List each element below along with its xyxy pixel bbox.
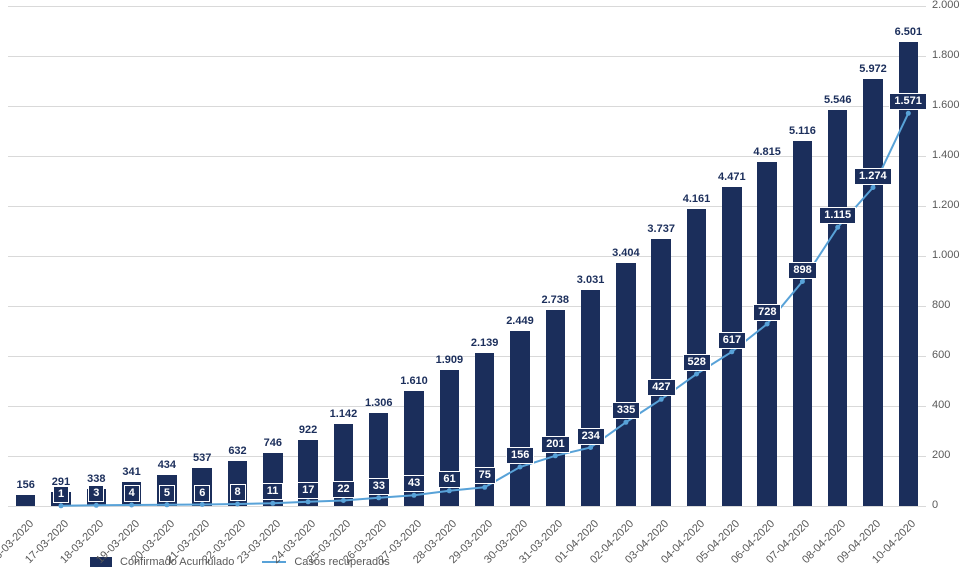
line-series-marker — [518, 465, 523, 470]
line-value-label: 528 — [683, 354, 711, 371]
y-axis-tick-label: 1.600 — [932, 99, 960, 111]
line-series-marker — [200, 502, 205, 507]
line-value-label: 335 — [612, 402, 640, 419]
y-axis-tick-label: 1.200 — [932, 199, 960, 211]
line-series-marker — [765, 322, 770, 327]
line-series-marker — [588, 445, 593, 450]
line-value-label: 427 — [647, 379, 675, 396]
line-series-marker — [871, 185, 876, 190]
line-value-label: 22 — [332, 481, 354, 498]
line-series-marker — [694, 372, 699, 377]
y-axis-tick-label: 2.000 — [932, 0, 960, 11]
line-value-label: 6 — [194, 485, 210, 502]
line-value-label: 1.571 — [889, 93, 927, 110]
y-axis-tick-label: 0 — [932, 499, 938, 511]
y-axis-tick-label: 800 — [932, 299, 950, 311]
chart-container: 1562913383414345376327469221.1421.3061.6… — [0, 0, 976, 578]
line-series-marker — [800, 279, 805, 284]
line-series-svg — [0, 0, 926, 506]
line-value-label: 75 — [474, 467, 496, 484]
line-value-label: 11 — [262, 483, 284, 500]
line-series-marker — [129, 503, 134, 508]
line-series-marker — [906, 111, 911, 116]
line-value-label: 201 — [541, 436, 569, 453]
line-series-marker — [59, 503, 64, 508]
line-value-label: 234 — [577, 428, 605, 445]
line-series-marker — [376, 495, 381, 500]
line-value-label: 156 — [506, 447, 534, 464]
line-series-marker — [729, 349, 734, 354]
y-axis-tick-label: 1.000 — [932, 249, 960, 261]
line-value-label: 4 — [124, 485, 140, 502]
line-value-label: 1 — [53, 486, 69, 503]
line-series-marker — [659, 397, 664, 402]
line-series-marker — [94, 503, 99, 508]
y-axis-tick-label: 400 — [932, 399, 950, 411]
y-axis-tick-label: 1.800 — [932, 49, 960, 61]
line-series-marker — [164, 502, 169, 507]
line-series-marker — [306, 499, 311, 504]
line-value-label: 5 — [159, 485, 175, 502]
line-series-marker — [412, 493, 417, 498]
gridline — [8, 506, 926, 507]
line-value-label: 1.115 — [819, 207, 856, 224]
line-series-marker — [270, 501, 275, 506]
line-value-label: 33 — [368, 478, 390, 495]
line-value-label: 8 — [230, 484, 246, 501]
line-series-marker — [623, 420, 628, 425]
y-axis-tick-label: 1.400 — [932, 149, 960, 161]
line-series-marker — [835, 225, 840, 230]
line-value-label: 898 — [788, 262, 816, 279]
line-value-label: 728 — [753, 304, 781, 321]
line-series-marker — [553, 453, 558, 458]
line-series-marker — [341, 498, 346, 503]
line-series-marker — [235, 502, 240, 507]
y-axis-tick-label: 600 — [932, 349, 950, 361]
line-value-label: 17 — [297, 482, 319, 499]
line-value-label: 61 — [438, 471, 460, 488]
line-series-marker — [482, 485, 487, 490]
line-value-label: 43 — [403, 475, 425, 492]
line-value-label: 617 — [718, 332, 746, 349]
line-value-label: 1.274 — [854, 168, 892, 185]
line-series-marker — [447, 488, 452, 493]
y-axis-tick-label: 200 — [932, 449, 950, 461]
line-value-label: 3 — [88, 485, 104, 502]
